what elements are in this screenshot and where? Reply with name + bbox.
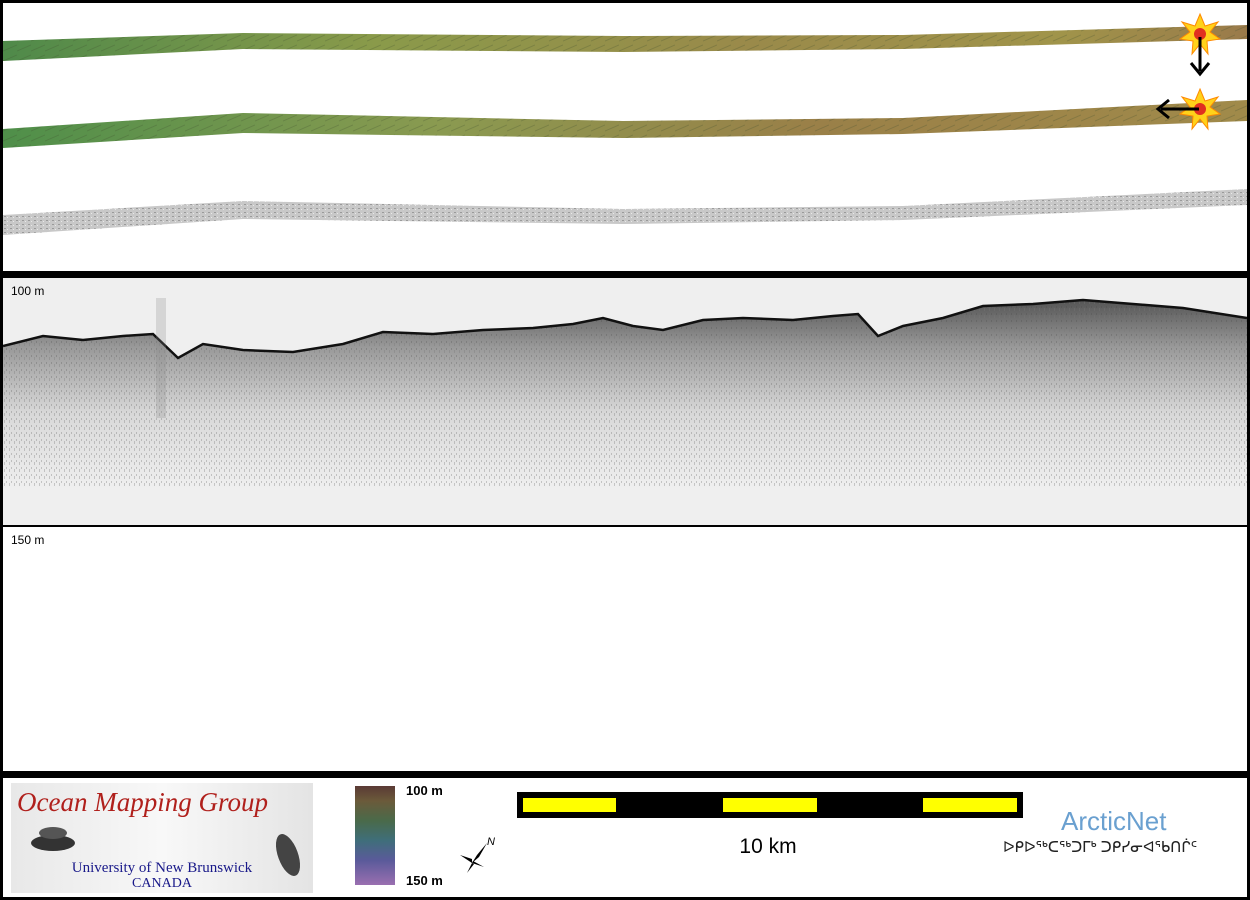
arrow-down-icon [1189, 37, 1211, 77]
scale-bar-label: 10 km [739, 835, 797, 858]
depth-scale-top-label: 100 m [406, 783, 443, 798]
scale-bar-segment [723, 798, 817, 812]
swath-map [3, 12, 1247, 235]
north-label: N [487, 836, 495, 848]
logo-country: CANADA [132, 876, 192, 891]
arcticnet-logo-subtitle: ᐅᑭᐅᖅᑕᖅᑐᒥᒃ ᑐᑭᓯᓂᐊᖃᑎᒌᑦ [1003, 839, 1198, 856]
arcticnet-logo-title: ArcticNet [1061, 806, 1167, 836]
north-arrow-icon: N [460, 836, 495, 873]
logo-title: Ocean Mapping Group [17, 787, 268, 817]
swath-map-panel [3, 3, 1247, 271]
whale-icon [31, 827, 75, 851]
depth-color-scale [355, 786, 395, 885]
scale-bar-segment [923, 798, 1017, 812]
sun-marker-icon [1178, 87, 1222, 131]
arrow-left-icon [1155, 98, 1199, 120]
backscatter-swath [3, 189, 1247, 235]
whale-icon [275, 834, 301, 876]
footer-legend: Ocean Mapping Group University of New Br… [3, 778, 1247, 897]
ocean-mapping-group-logo: Ocean Mapping Group University of New Br… [11, 783, 313, 893]
echo-profile-panel: 100 m [3, 278, 1247, 525]
distance-scale-bar [517, 792, 1023, 818]
water-column-panel: 150 m [3, 527, 1247, 771]
scale-bar-segment [523, 798, 616, 812]
profile-depth-top-label: 100 m [11, 284, 45, 298]
bathymetry-swath-1 [3, 25, 1247, 61]
depth-scale-bottom-label: 150 m [406, 873, 443, 888]
logo-university: University of New Brunswick [71, 860, 253, 876]
echo-profile [3, 298, 1247, 488]
water-column-depth-label: 150 m [11, 533, 45, 547]
bathymetry-swath-2 [3, 100, 1247, 148]
